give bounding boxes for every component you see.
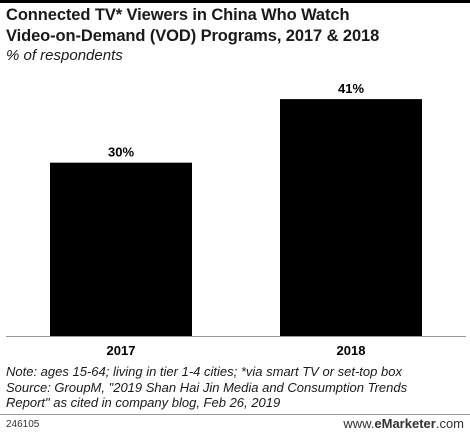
data-label-2017: 30%: [108, 145, 134, 160]
source-line: Source: GroupM, "2019 Shan Hai Jin Media…: [6, 379, 408, 395]
x-tick-label-2018: 2018: [337, 343, 366, 358]
chart-subtitle: % of respondents: [6, 47, 123, 64]
chart-title: Connected TV* Viewers in China Who Watch…: [6, 5, 466, 47]
chart-title-line-1: Connected TV* Viewers in China Who Watch: [6, 6, 350, 24]
bar-2017: [50, 162, 192, 336]
brand-prefix: www.: [343, 416, 375, 431]
brand-suffix: .com: [435, 416, 464, 431]
chart-notes: Note: ages 15-64; living in tier 1-4 cit…: [6, 364, 466, 411]
emarketer-logo: www.eMarketer.com: [343, 416, 464, 431]
top-rule: [0, 0, 470, 3]
chart-title-line-2: Video-on-Demand (VOD) Programs, 2017 & 2…: [6, 27, 380, 45]
source-line-cont: Report" as cited in company blog, Feb 26…: [6, 395, 281, 410]
x-tick-label-2017: 2017: [107, 343, 136, 358]
note-line: Note: ages 15-64; living in tier 1-4 cit…: [6, 364, 402, 379]
bar-2018: [280, 99, 422, 336]
chart-id: 246105: [6, 419, 40, 430]
footer-rule: [0, 414, 470, 415]
brand-name: eMarketer: [374, 416, 436, 431]
bar-chart: 30% 2017 41% 2018: [6, 81, 466, 358]
data-label-2018: 41%: [338, 81, 364, 96]
